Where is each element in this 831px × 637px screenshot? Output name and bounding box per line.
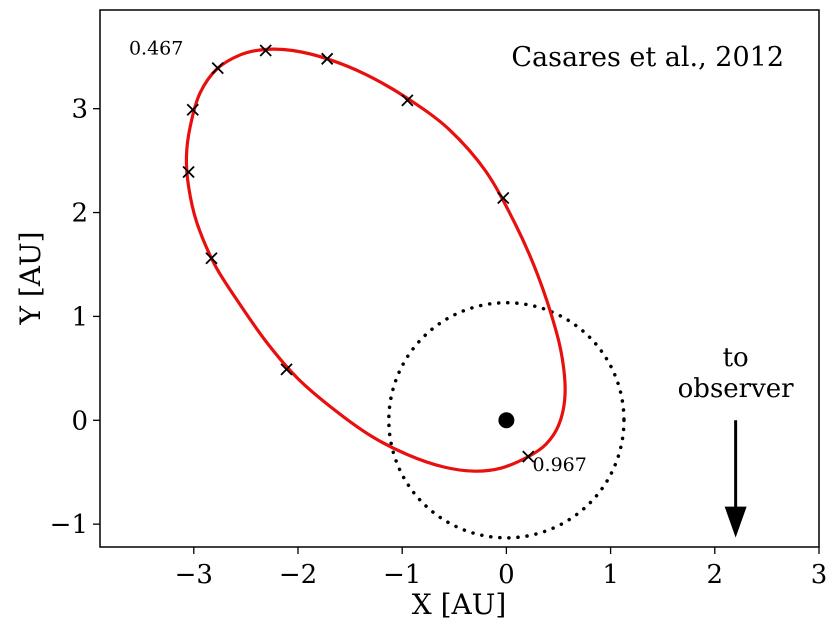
- x-tick-label: 1: [602, 560, 619, 590]
- phase-marker: [522, 450, 535, 463]
- x-axis-ticks: −3 −2 −1 0 1 2 3: [175, 547, 828, 590]
- x-tick-label: 2: [707, 560, 724, 590]
- x-tick-label: 3: [811, 560, 828, 590]
- phase-annotations: 0.467 0.967: [129, 38, 587, 477]
- x-tick-label: −3: [175, 560, 213, 590]
- y-tick-label: −1: [50, 510, 88, 540]
- central-object-dot: [498, 412, 515, 429]
- phase-marker: [497, 191, 510, 205]
- phase-marker: [211, 62, 224, 75]
- phase-marker: [401, 94, 414, 107]
- phase-markers: [182, 44, 535, 463]
- y-tick-label: 1: [71, 302, 88, 332]
- orbit-curve: [184, 47, 567, 473]
- x-axis-label: X [AU]: [412, 588, 507, 621]
- reference-circle: [387, 300, 626, 540]
- phase-marker: [182, 165, 195, 179]
- phase-marker: [205, 252, 218, 265]
- y-tick-label: 0: [71, 406, 88, 436]
- observer-label: to: [723, 343, 749, 373]
- phase-annotation: 0.967: [532, 454, 586, 476]
- y-axis-ticks: −1 0 1 2 3: [50, 95, 100, 540]
- phase-marker: [321, 52, 334, 65]
- x-tick-label: −1: [383, 560, 421, 590]
- phase-marker: [259, 44, 272, 57]
- plot-area-frame: [99, 9, 820, 548]
- phase-marker: [186, 103, 199, 116]
- observer-arrow-head: [724, 506, 747, 538]
- x-tick-label: 0: [498, 560, 515, 590]
- x-tick-label: −2: [279, 560, 317, 590]
- y-tick-label: 3: [71, 95, 88, 125]
- chart-title: Casares et al., 2012: [511, 42, 784, 73]
- phase-annotation: 0.467: [129, 38, 183, 60]
- y-tick-label: 2: [71, 199, 88, 229]
- y-axis-label: Y [AU]: [14, 231, 47, 325]
- observer-label: observer: [678, 374, 795, 404]
- phase-marker: [280, 363, 293, 376]
